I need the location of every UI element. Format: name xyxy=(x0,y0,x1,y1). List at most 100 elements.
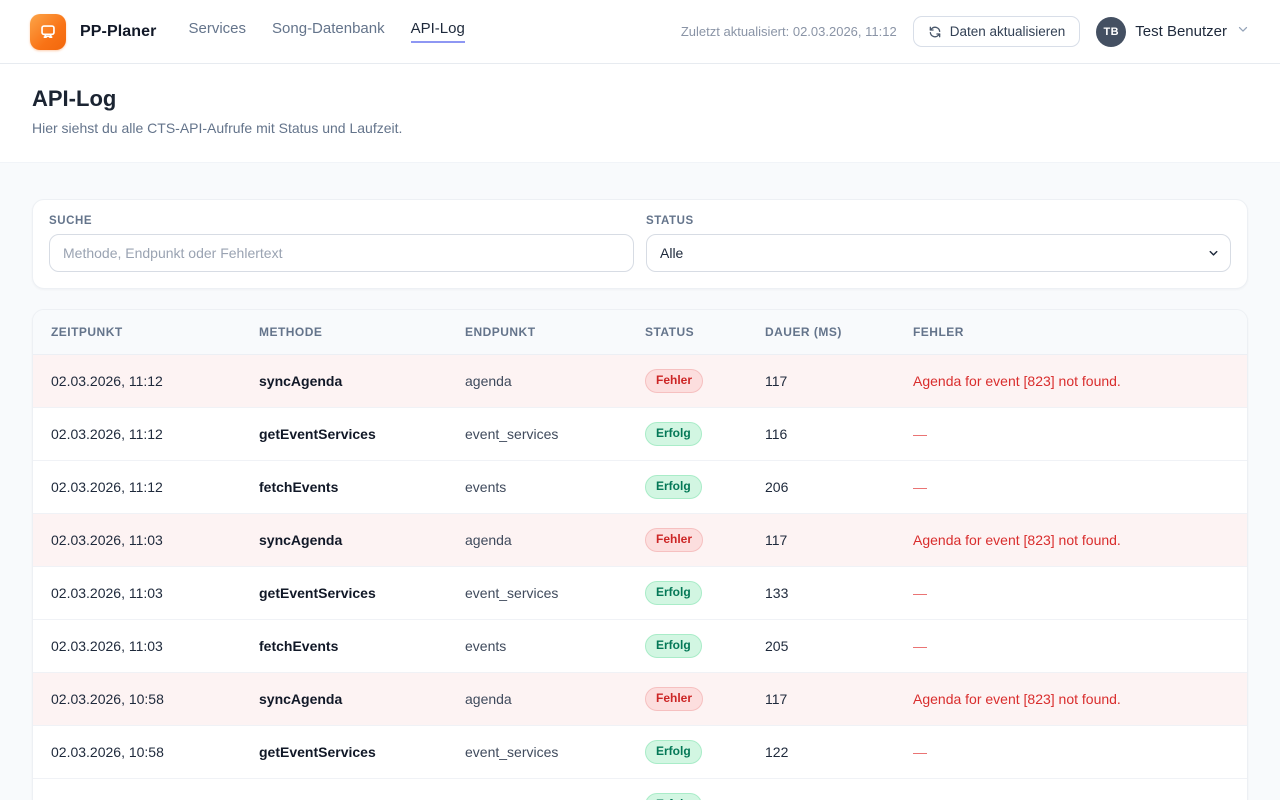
brand-name: PP-Planer xyxy=(80,22,157,40)
top-navigation-bar: PP-Planer Services Song-Datenbank API-Lo… xyxy=(0,0,1280,64)
method-cell: getEventServices xyxy=(241,407,447,461)
main-content: SUCHE STATUS Alle ZEITPUNKT M xyxy=(0,163,1280,800)
app-logo-icon xyxy=(30,13,66,50)
status-cell: Erfolg xyxy=(627,407,747,461)
log-row: 02.03.2026, 11:03 getEventServices event_s… xyxy=(33,566,1247,620)
refresh-icon xyxy=(928,25,942,39)
topbar-left: PP-Planer Services Song-Datenbank API-Lo… xyxy=(30,13,465,50)
log-row: 02.03.2026, 11:03 syncAgenda agenda Fehler 1… xyxy=(33,513,1247,567)
status-cell: Erfolg xyxy=(627,778,747,800)
duration-cell: 133 xyxy=(747,566,895,620)
user-menu[interactable]: TB Test Benutzer xyxy=(1096,16,1250,47)
method-cell: syncAgenda xyxy=(241,513,447,567)
status-badge: Erfolg xyxy=(645,475,702,499)
status-badge: Erfolg xyxy=(645,581,702,605)
page-header: API-Log Hier siehst du alle CTS-API-Aufr… xyxy=(0,64,1280,163)
method-cell: fetchEvents xyxy=(241,460,447,514)
status-field-group: STATUS Alle xyxy=(646,215,1231,272)
duration-cell: 122 xyxy=(747,725,895,779)
status-badge: Erfolg xyxy=(645,422,702,446)
endpoint-cell: agenda xyxy=(447,354,627,408)
log-row: 02.03.2026, 11:03 fetchEvents events Erfolg… xyxy=(33,619,1247,673)
duration-cell: 117 xyxy=(747,513,895,567)
column-header-zeitpunkt: ZEITPUNKT xyxy=(33,310,241,355)
duration-cell: 295 xyxy=(747,778,895,800)
page-title: API-Log xyxy=(32,86,117,111)
column-header-status: STATUS xyxy=(627,310,747,355)
api-log-table: ZEITPUNKT METHODE ENDPUNKT STATUS DAUER … xyxy=(33,310,1247,800)
timestamp-cell: 02.03.2026, 10:58 xyxy=(33,725,241,779)
status-cell: Erfolg xyxy=(627,460,747,514)
topbar-right: Zuletzt aktualisiert: 02.03.2026, 11:12 … xyxy=(681,16,1250,47)
method-cell: fetchEvents xyxy=(241,778,447,800)
timestamp-cell: 02.03.2026, 11:12 xyxy=(33,354,241,408)
status-badge: Fehler xyxy=(645,687,704,711)
status-badge: Erfolg xyxy=(645,634,702,658)
endpoint-cell: agenda xyxy=(447,513,627,567)
timestamp-cell: 02.03.2026, 11:12 xyxy=(33,407,241,461)
log-table-body: 02.03.2026, 11:12 syncAgenda agenda Fehler 1… xyxy=(33,354,1247,800)
main-nav: Services Song-Datenbank API-Log xyxy=(189,20,465,43)
nav-item-song-datenbank[interactable]: Song-Datenbank xyxy=(272,20,385,37)
page-subtitle: Hier siehst du alle CTS-API-Aufrufe mit … xyxy=(32,120,403,136)
refresh-data-button[interactable]: Daten aktualisieren xyxy=(912,16,1081,47)
error-cell: Agenda for event [823] not found. xyxy=(895,354,1247,408)
chevron-down-icon xyxy=(1236,22,1250,41)
column-header-methode: METHODE xyxy=(241,310,447,355)
avatar: TB xyxy=(1096,16,1127,47)
search-input[interactable] xyxy=(49,234,634,272)
status-cell: Fehler xyxy=(627,672,747,726)
log-row: 02.03.2026, 10:58 getEventServices event_s… xyxy=(33,725,1247,779)
method-cell: getEventServices xyxy=(241,566,447,620)
status-badge: Erfolg xyxy=(645,793,702,800)
endpoint-cell: event_services xyxy=(447,407,627,461)
method-cell: getEventServices xyxy=(241,725,447,779)
timestamp-cell: 02.03.2026, 11:12 xyxy=(33,460,241,514)
error-cell: — xyxy=(895,725,1247,779)
log-row: 02.03.2026, 11:12 fetchEvents events Erfolg… xyxy=(33,460,1247,514)
status-cell: Fehler xyxy=(627,513,747,567)
last-updated-text: Zuletzt aktualisiert: 02.03.2026, 11:12 xyxy=(680,24,897,39)
timestamp-cell: 02.03.2026, 11:03 xyxy=(33,513,241,567)
error-cell: — xyxy=(895,566,1247,620)
endpoint-cell: events xyxy=(447,460,627,514)
column-header-endpunkt: ENDPUNKT xyxy=(447,310,627,355)
status-cell: Fehler xyxy=(627,354,747,408)
error-cell: — xyxy=(895,407,1247,461)
status-label: STATUS xyxy=(646,215,694,227)
status-cell: Erfolg xyxy=(627,566,747,620)
duration-cell: 205 xyxy=(747,619,895,673)
error-cell: Agenda for event [823] not found. xyxy=(895,513,1247,567)
column-header-dauer: DAUER (MS) xyxy=(747,310,895,355)
log-row: 02.03.2026, 10:58fetchEventsevents Erfolg… xyxy=(33,778,1247,800)
status-cell: Erfolg xyxy=(627,619,747,673)
status-select-wrap: Alle xyxy=(646,234,1231,272)
status-select[interactable]: Alle xyxy=(646,234,1231,272)
timestamp-cell: 02.03.2026, 11:03 xyxy=(33,566,241,620)
error-cell: — xyxy=(895,460,1247,514)
nav-item-api-log[interactable]: API-Log xyxy=(410,20,465,43)
endpoint-cell: event_services xyxy=(447,725,627,779)
nav-item-services[interactable]: Services xyxy=(188,20,247,37)
log-row: 02.03.2026, 10:58 syncAgenda agenda Fehler 1… xyxy=(33,672,1247,726)
timestamp-cell: 02.03.2026, 11:03 xyxy=(33,619,241,673)
method-cell: syncAgenda xyxy=(241,354,447,408)
filter-card: SUCHE STATUS Alle xyxy=(32,199,1248,289)
table-header-row: ZEITPUNKT METHODE ENDPUNKT STATUS DAUER … xyxy=(33,310,1247,355)
error-cell: — xyxy=(895,778,1247,800)
method-cell: syncAgenda xyxy=(241,672,447,726)
timestamp-cell: 02.03.2026, 10:58 xyxy=(33,672,241,726)
endpoint-cell: event_services xyxy=(447,566,627,620)
log-row: 02.03.2026, 11:12 getEventServices event_s… xyxy=(33,407,1247,461)
status-cell: Erfolg xyxy=(627,725,747,779)
timestamp-cell: 02.03.2026, 10:58 xyxy=(33,778,241,800)
status-badge: Fehler xyxy=(645,369,704,393)
endpoint-cell: agenda xyxy=(447,672,627,726)
duration-cell: 117 xyxy=(747,672,895,726)
error-cell: — xyxy=(895,619,1247,673)
error-cell: Agenda for event [823] not found. xyxy=(895,672,1247,726)
log-row: 02.03.2026, 11:12 syncAgenda agenda Fehler 1… xyxy=(33,354,1247,408)
status-badge: Erfolg xyxy=(645,740,702,764)
user-name: Test Benutzer xyxy=(1135,23,1227,40)
method-cell: fetchEvents xyxy=(241,619,447,673)
